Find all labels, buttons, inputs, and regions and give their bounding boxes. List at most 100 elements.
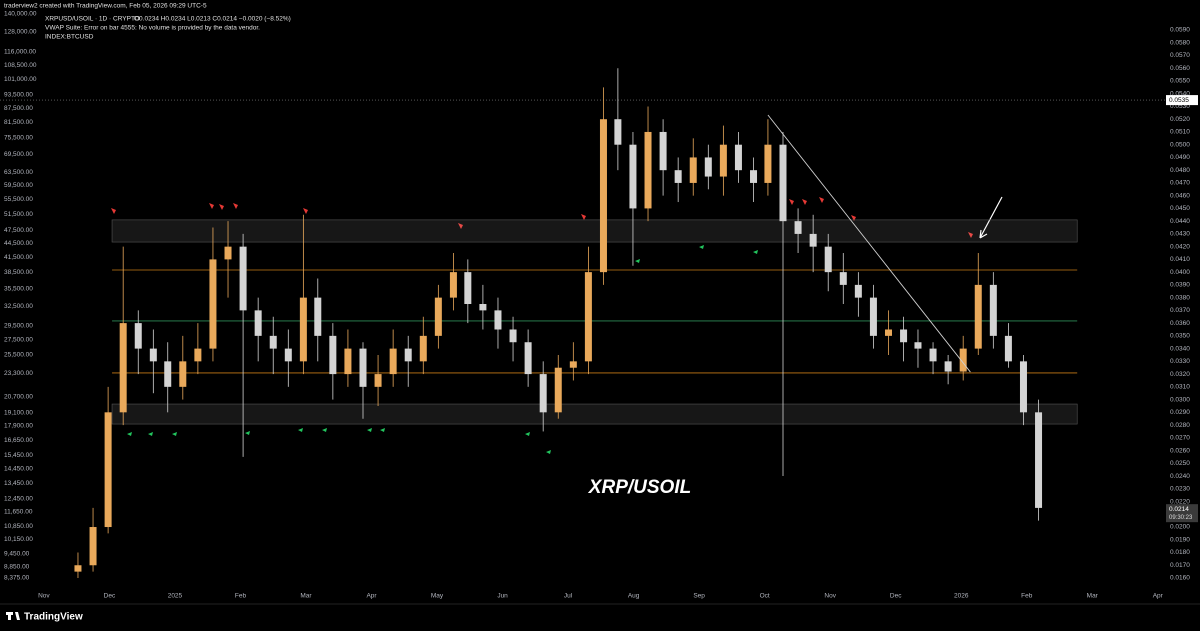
y2-tick-label: 140,000.00	[4, 11, 37, 18]
y2-tick-label: 11,650.00	[4, 509, 33, 516]
y2-tick-label: 87,500.00	[4, 105, 33, 112]
x-tick-label: Apr	[366, 593, 377, 600]
y2-tick-label: 32,500.00	[4, 303, 33, 310]
y-tick-label: 0.0220	[1170, 498, 1190, 505]
y2-tick-label: 8,375.00	[4, 575, 30, 582]
x-tick-label: Jun	[497, 593, 508, 600]
y-tick-label: 0.0250	[1170, 460, 1190, 467]
candle-body	[689, 157, 697, 183]
candle-body	[254, 310, 262, 336]
y2-tick-label: 128,000.00	[4, 29, 37, 36]
y-tick-label: 0.0200	[1170, 524, 1190, 531]
y-tick-label: 0.0460	[1170, 192, 1190, 199]
last-price-label: 0.0214	[1169, 506, 1189, 513]
candle-body	[269, 335, 277, 349]
y-tick-label: 0.0350	[1170, 333, 1190, 340]
zone	[111, 403, 1078, 425]
y-tick-label: 0.0420	[1170, 243, 1190, 250]
candle-body	[824, 246, 832, 273]
candle-body	[944, 361, 952, 372]
y-tick-label: 0.0260	[1170, 447, 1190, 454]
candle-body	[209, 259, 217, 349]
y-tick-label: 0.0330	[1170, 358, 1190, 365]
candle-body	[914, 342, 922, 349]
y-tick-label: 0.0540	[1170, 90, 1190, 97]
y-tick-label: 0.0180	[1170, 549, 1190, 556]
y2-tick-label: 25,500.00	[4, 352, 33, 359]
y-tick-label: 0.0300	[1170, 396, 1190, 403]
y2-tick-label: 51,500.00	[4, 211, 33, 218]
y2-tick-label: 10,150.00	[4, 536, 33, 543]
y2-tick-label: 101,000.00	[4, 76, 37, 83]
price-line-label: 0.0535	[1169, 97, 1189, 104]
y-tick-label: 0.0400	[1170, 269, 1190, 276]
y2-tick-label: 17,900.00	[4, 423, 33, 430]
candle-body	[614, 119, 622, 145]
y2-tick-label: 13,450.00	[4, 480, 33, 487]
candle-body	[179, 361, 187, 387]
candle-body	[1035, 412, 1043, 508]
y-tick-label: 0.0390	[1170, 282, 1190, 289]
candle-body	[809, 233, 817, 247]
x-tick-label: Oct	[760, 593, 770, 600]
x-tick-label: Nov	[824, 593, 836, 600]
y2-tick-label: 47,500.00	[4, 227, 33, 234]
credit: traderview2 created with TradingView.com…	[4, 3, 207, 10]
x-tick-label: May	[431, 593, 444, 600]
y2-tick-label: 14,450.00	[4, 465, 33, 472]
y2-tick-label: 9,450.00	[4, 551, 30, 558]
y-tick-label: 0.0530	[1170, 103, 1190, 110]
y-tick-label: 0.0360	[1170, 320, 1190, 327]
y-tick-label: 0.0570	[1170, 52, 1190, 59]
y-tick-label: 0.0480	[1170, 167, 1190, 174]
candle-body	[404, 348, 412, 362]
y-tick-label: 0.0410	[1170, 256, 1190, 263]
candle-body	[750, 170, 758, 183]
y2-tick-label: 12,450.00	[4, 495, 33, 502]
y2-tick-label: 75,500.00	[4, 134, 33, 141]
brand-logo	[6, 612, 20, 620]
candle-body	[119, 323, 127, 413]
candle-body	[149, 348, 157, 362]
x-tick-label: Feb	[235, 593, 247, 600]
x-tick-label: 2026	[954, 593, 969, 600]
y-tick-label: 0.0190	[1170, 536, 1190, 543]
y2-tick-label: 116,000.00	[4, 48, 36, 55]
zone	[111, 219, 1078, 243]
candle-body	[284, 348, 292, 362]
x-tick-label: Feb	[1021, 593, 1033, 600]
y2-tick-label: 38,500.00	[4, 269, 33, 276]
y-tick-label: 0.0450	[1170, 205, 1190, 212]
x-tick-label: Nov	[38, 593, 50, 600]
y2-tick-label: 20,700.00	[4, 394, 33, 401]
y-tick-label: 0.0560	[1170, 65, 1190, 72]
candle-body	[374, 374, 382, 387]
candle-body	[764, 144, 772, 183]
candle-body	[569, 361, 577, 368]
y-tick-label: 0.0580	[1170, 39, 1190, 46]
y2-tick-label: 27,500.00	[4, 337, 33, 344]
indicator-status: VWAP Suite: Error on bar 4555: No volume…	[45, 25, 260, 32]
x-tick-label: Sep	[693, 593, 705, 600]
y2-tick-label: 81,500.00	[4, 119, 33, 126]
y2-tick-label: 10,850.00	[4, 523, 33, 530]
y2-tick-label: 35,500.00	[4, 285, 33, 292]
overlay-symbol: INDEX:BTCUSD	[45, 34, 94, 41]
candle-body	[509, 329, 517, 343]
x-tick-label: Aug	[628, 593, 640, 600]
candle-body	[599, 119, 607, 273]
y-tick-label: 0.0520	[1170, 116, 1190, 123]
candle-body	[584, 272, 592, 362]
x-tick-label: Mar	[1087, 593, 1099, 600]
y-tick-label: 0.0240	[1170, 473, 1190, 480]
candle-body	[974, 284, 982, 349]
y2-tick-label: 41,500.00	[4, 254, 33, 261]
candle-body	[869, 297, 877, 336]
candle-body	[929, 348, 937, 362]
trendline	[767, 114, 971, 373]
x-tick-label: 2025	[168, 593, 183, 600]
x-tick-label: Apr	[1153, 593, 1164, 600]
y2-tick-label: 23,300.00	[4, 370, 33, 377]
